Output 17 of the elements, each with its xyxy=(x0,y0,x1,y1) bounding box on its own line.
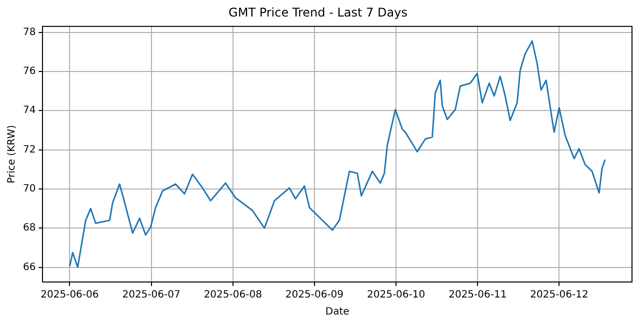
y-tick-label: 70 xyxy=(22,184,36,195)
y-tick-label: 68 xyxy=(22,222,36,234)
y-tick-label: 74 xyxy=(22,105,36,116)
y-axis-title: Price (KRW) xyxy=(6,124,18,184)
y-tick-label: 72 xyxy=(22,144,36,156)
y-tick-label: 66 xyxy=(22,262,36,273)
x-tick-label: 2025-06-09 xyxy=(285,290,344,301)
y-tick-label: 76 xyxy=(22,66,36,78)
x-tick-label: 2025-06-12 xyxy=(530,290,588,301)
x-tick-label: 2025-06-10 xyxy=(367,290,426,301)
x-tick-label: 2025-06-07 xyxy=(122,290,180,301)
x-axis-title: Date xyxy=(325,306,350,318)
y-tick-label: 78 xyxy=(22,26,36,38)
chart-title: GMT Price Trend - Last 7 Days xyxy=(228,5,408,20)
x-tick-label: 2025-06-08 xyxy=(204,290,262,301)
x-tick-label: 2025-06-11 xyxy=(448,290,507,301)
x-tick-label: 2025-06-06 xyxy=(40,290,99,301)
